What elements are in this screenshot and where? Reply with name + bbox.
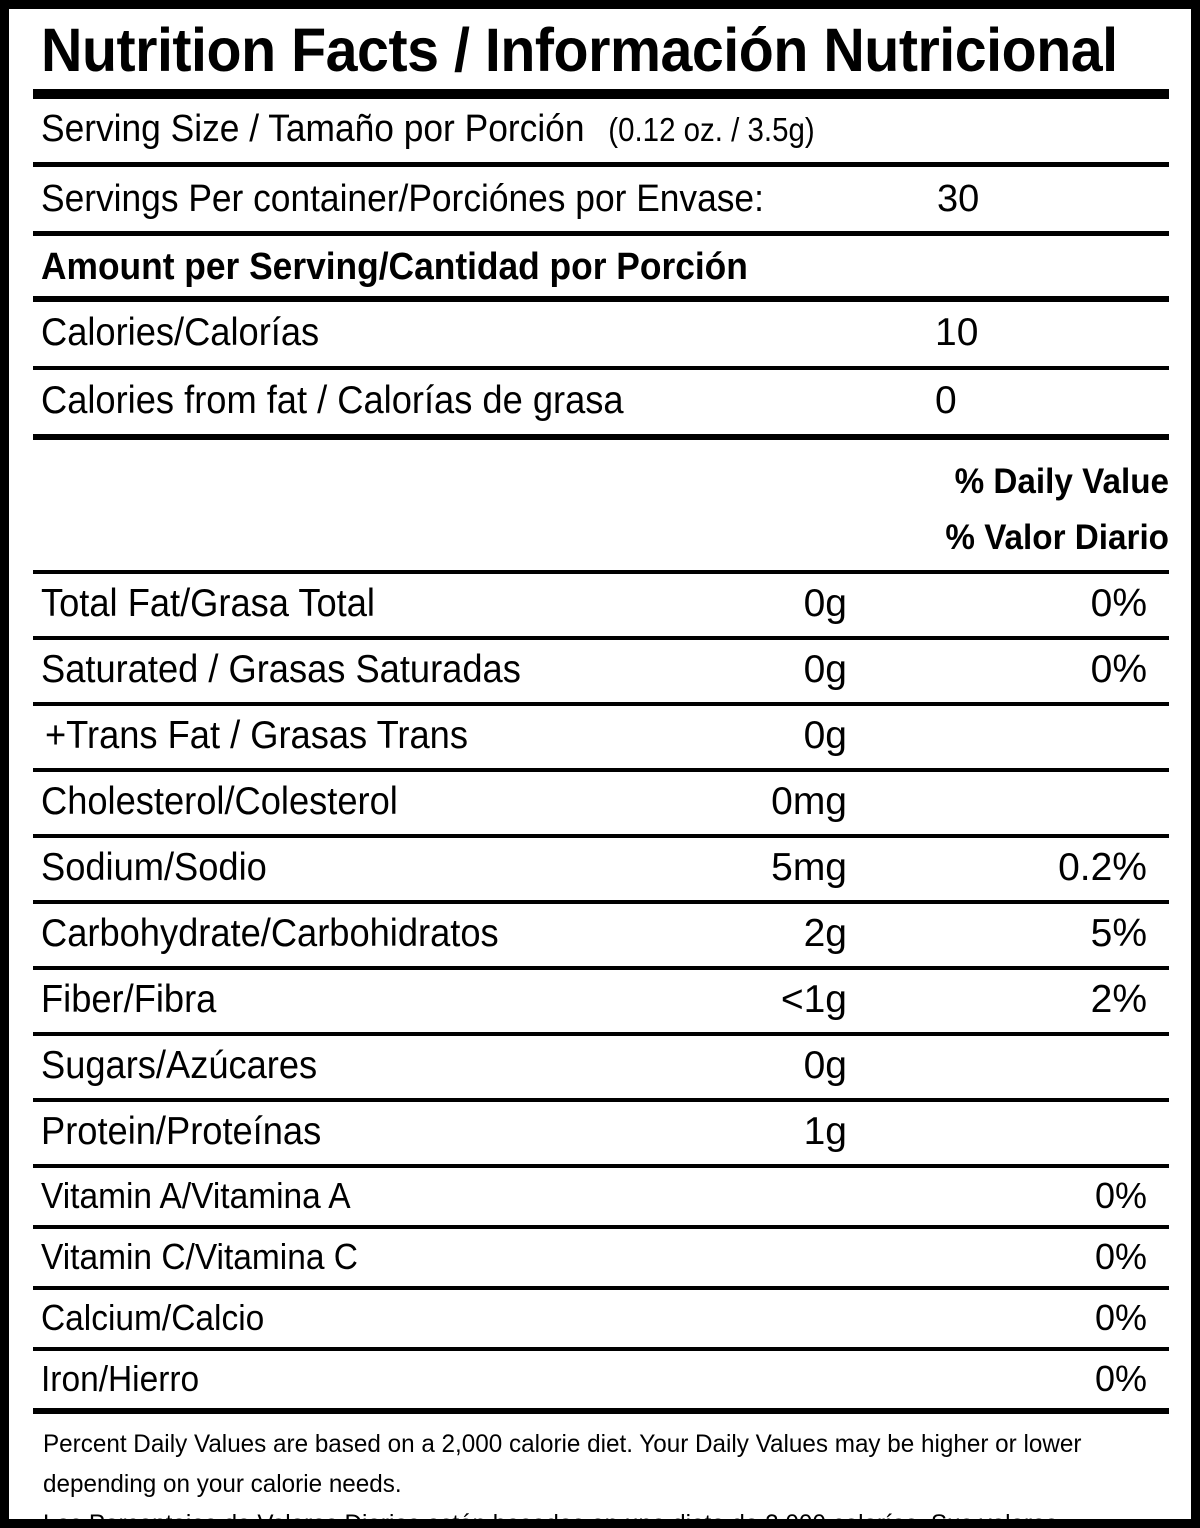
table-row: Protein/Proteínas 1g <box>33 1102 1169 1164</box>
daily-value-header-en: % Daily Value <box>954 462 1169 501</box>
calories-row: Calories/Calorías 10 <box>33 302 1169 366</box>
calories-from-fat-label: Calories from fat / Calorías de grasa <box>41 379 624 422</box>
nutrient-daily-value: 0.2% <box>1058 846 1147 889</box>
servings-per-container-row: Servings Per container/Porciónes por Env… <box>33 167 1169 231</box>
serving-size-value: (0.12 oz. / 3.5g) <box>608 111 816 148</box>
divider <box>33 966 1169 970</box>
divider <box>33 1286 1169 1290</box>
vitamin-label: Vitamin C/Vitamina C <box>41 1236 358 1277</box>
daily-value-header-es: % Valor Diario <box>945 518 1169 557</box>
footnote-spanish: Los Porcentajes de Valores Diarios están… <box>43 1510 1058 1528</box>
serving-size-row: Serving Size / Tamaño por Porción (0.12 … <box>33 99 1169 162</box>
divider-under-daily-value-header <box>33 570 1169 574</box>
serving-size-label-group: Serving Size / Tamaño por Porción (0.12 … <box>41 105 1090 154</box>
divider-under-serving-size <box>33 162 1169 167</box>
nutrient-amount: 0g <box>803 582 847 625</box>
nutrient-label: Saturated / Grasas Saturadas <box>41 648 521 691</box>
label-inner: Nutrition Facts / Información Nutriciona… <box>9 9 1191 1519</box>
divider <box>33 900 1169 904</box>
table-row: Sugars/Azúcares 0g <box>33 1036 1169 1098</box>
table-row: Fiber/Fibra <1g 2% <box>33 970 1169 1032</box>
table-row: Vitamin C/Vitamina C 0% <box>33 1229 1169 1286</box>
table-row: Carbohydrate/Carbohidratos 2g 5% <box>33 904 1169 966</box>
vitamin-daily-value: 0% <box>1094 1236 1147 1277</box>
vitamin-label: Iron/Hierro <box>41 1358 200 1399</box>
nutrient-amount: 0g <box>803 1044 847 1087</box>
nutrient-label: +Trans Fat / Grasas Trans <box>45 714 468 757</box>
table-row: Cholesterol/Colesterol 0mg <box>33 772 1169 834</box>
divider-under-servings <box>33 231 1169 236</box>
nutrient-daily-value: 0% <box>1090 648 1147 691</box>
serving-size-label: Serving Size / Tamaño por Porción <box>41 108 585 150</box>
divider <box>33 702 1169 706</box>
footnote-block: Percent Daily Values are based on a 2,00… <box>33 1414 1169 1528</box>
nutrient-label: Sodium/Sodio <box>41 846 267 889</box>
vitamin-daily-value: 0% <box>1094 1175 1147 1216</box>
divider <box>33 768 1169 772</box>
page-title: Nutrition Facts / Información Nutriciona… <box>41 16 1118 84</box>
calories-label: Calories/Calorías <box>41 311 320 354</box>
table-row: Sodium/Sodio 5mg 0.2% <box>33 838 1169 900</box>
table-row: Saturated / Grasas Saturadas 0g 0% <box>33 640 1169 702</box>
nutrient-daily-value: 5% <box>1090 912 1147 955</box>
vitamin-label: Vitamin A/Vitamina A <box>41 1175 351 1216</box>
title-row: Nutrition Facts / Información Nutriciona… <box>33 9 1169 89</box>
divider <box>33 1347 1169 1351</box>
divider <box>33 636 1169 640</box>
divider-under-amount-per-serving <box>33 296 1169 302</box>
table-row: Calcium/Calcio 0% <box>33 1290 1169 1347</box>
divider-under-calories <box>33 366 1169 370</box>
calories-from-fat-row: Calories from fat / Calorías de grasa 0 <box>33 370 1169 434</box>
amount-per-serving-label: Amount per Serving/Cantidad por Porción <box>41 246 748 288</box>
nutrient-amount: 0g <box>803 714 847 757</box>
nutrient-label: Sugars/Azúcares <box>41 1044 318 1087</box>
nutrient-amount: 0g <box>803 648 847 691</box>
nutrient-label: Carbohydrate/Carbohidratos <box>41 912 499 955</box>
nutrient-amount: 5mg <box>771 846 847 889</box>
divider <box>33 1164 1169 1168</box>
nutrient-label: Total Fat/Grasa Total <box>41 582 375 625</box>
calories-from-fat-value: 0 <box>935 379 957 422</box>
divider <box>33 1225 1169 1229</box>
table-row: Total Fat/Grasa Total 0g 0% <box>33 574 1169 636</box>
divider <box>33 1098 1169 1102</box>
table-row: Iron/Hierro 0% <box>33 1351 1169 1408</box>
nutrient-label: Protein/Proteínas <box>41 1110 322 1153</box>
divider-under-calories-from-fat <box>33 434 1169 440</box>
servings-per-container-value: 30 <box>937 178 980 220</box>
nutrient-daily-value: 2% <box>1090 978 1147 1021</box>
vitamin-daily-value: 0% <box>1094 1358 1147 1399</box>
footnote-english: Percent Daily Values are based on a 2,00… <box>43 1430 1082 1498</box>
servings-per-container-label: Servings Per container/Porciónes por Env… <box>41 178 764 220</box>
nutrient-amount: 0mg <box>771 780 847 823</box>
table-row: Vitamin A/Vitamina A 0% <box>33 1168 1169 1225</box>
nutrient-amount: 1g <box>803 1110 847 1153</box>
divider-under-title <box>33 89 1169 99</box>
nutrient-amount: 2g <box>803 912 847 955</box>
nutrient-amount: <1g <box>780 978 847 1021</box>
daily-value-header: % Daily Value % Valor Diario <box>33 440 1169 570</box>
table-row: +Trans Fat / Grasas Trans 0g <box>33 706 1169 768</box>
divider <box>33 834 1169 838</box>
amount-per-serving-row: Amount per Serving/Cantidad por Porción <box>33 236 1169 296</box>
nutrient-label: Cholesterol/Colesterol <box>41 780 398 823</box>
vitamin-label: Calcium/Calcio <box>41 1297 265 1338</box>
nutrient-daily-value: 0% <box>1090 582 1147 625</box>
divider-above-footnote <box>33 1408 1169 1414</box>
divider <box>33 1032 1169 1036</box>
vitamin-daily-value: 0% <box>1094 1297 1147 1338</box>
nutrient-label: Fiber/Fibra <box>41 978 217 1021</box>
calories-value: 10 <box>935 311 979 354</box>
